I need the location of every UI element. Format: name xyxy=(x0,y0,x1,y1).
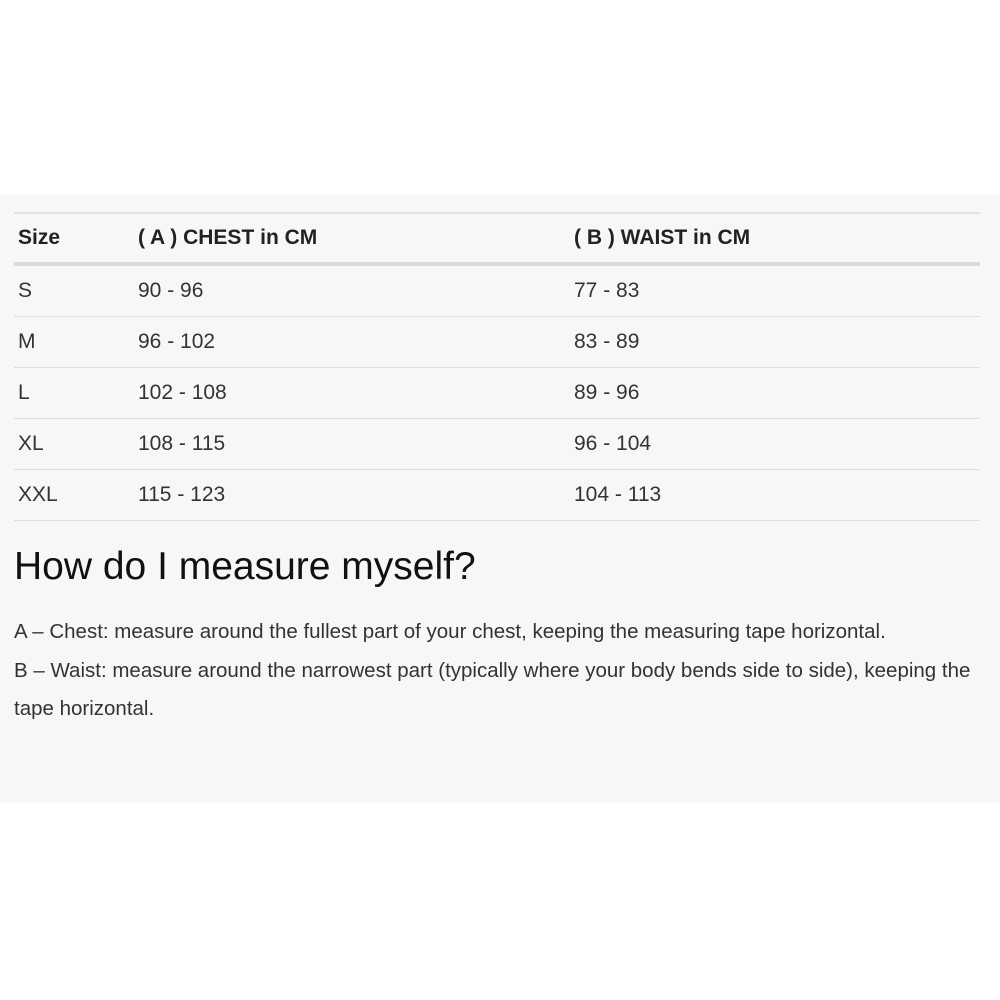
measure-instructions: A – Chest: measure around the fullest pa… xyxy=(14,613,974,729)
cell-size: XXL xyxy=(14,469,134,521)
cell-size: M xyxy=(14,316,134,368)
cell-waist: 104 - 113 xyxy=(570,469,980,521)
cell-chest: 102 - 108 xyxy=(134,367,570,419)
chest-instruction: A – Chest: measure around the fullest pa… xyxy=(14,620,886,643)
table-header-row: Size ( A ) CHEST in CM ( B ) WAIST in CM xyxy=(14,212,980,266)
cell-chest: 108 - 115 xyxy=(134,418,570,470)
cell-waist: 77 - 83 xyxy=(570,264,980,317)
cell-waist: 96 - 104 xyxy=(570,418,980,470)
table-row: L 102 - 108 89 - 96 xyxy=(14,367,980,419)
table-row: XXL 115 - 123 104 - 113 xyxy=(14,469,980,521)
cell-chest: 96 - 102 xyxy=(134,316,570,368)
cell-size: L xyxy=(14,367,134,419)
table-row: XL 108 - 115 96 - 104 xyxy=(14,418,980,470)
cell-waist: 83 - 89 xyxy=(570,316,980,368)
table-row: M 96 - 102 83 - 89 xyxy=(14,316,980,368)
header-size: Size xyxy=(14,212,134,266)
table-row: S 90 - 96 77 - 83 xyxy=(14,264,980,317)
waist-instruction: B – Waist: measure around the narrowest … xyxy=(14,658,971,721)
size-guide-panel: Size ( A ) CHEST in CM ( B ) WAIST in CM… xyxy=(0,195,1000,803)
cell-waist: 89 - 96 xyxy=(570,367,980,419)
cell-chest: 90 - 96 xyxy=(134,264,570,317)
measure-heading: How do I measure myself? xyxy=(14,545,476,588)
size-chart-table: Size ( A ) CHEST in CM ( B ) WAIST in CM… xyxy=(14,212,980,521)
header-chest: ( A ) CHEST in CM xyxy=(134,212,570,266)
cell-chest: 115 - 123 xyxy=(134,469,570,521)
header-waist: ( B ) WAIST in CM xyxy=(570,212,980,266)
cell-size: S xyxy=(14,264,134,317)
cell-size: XL xyxy=(14,418,134,470)
